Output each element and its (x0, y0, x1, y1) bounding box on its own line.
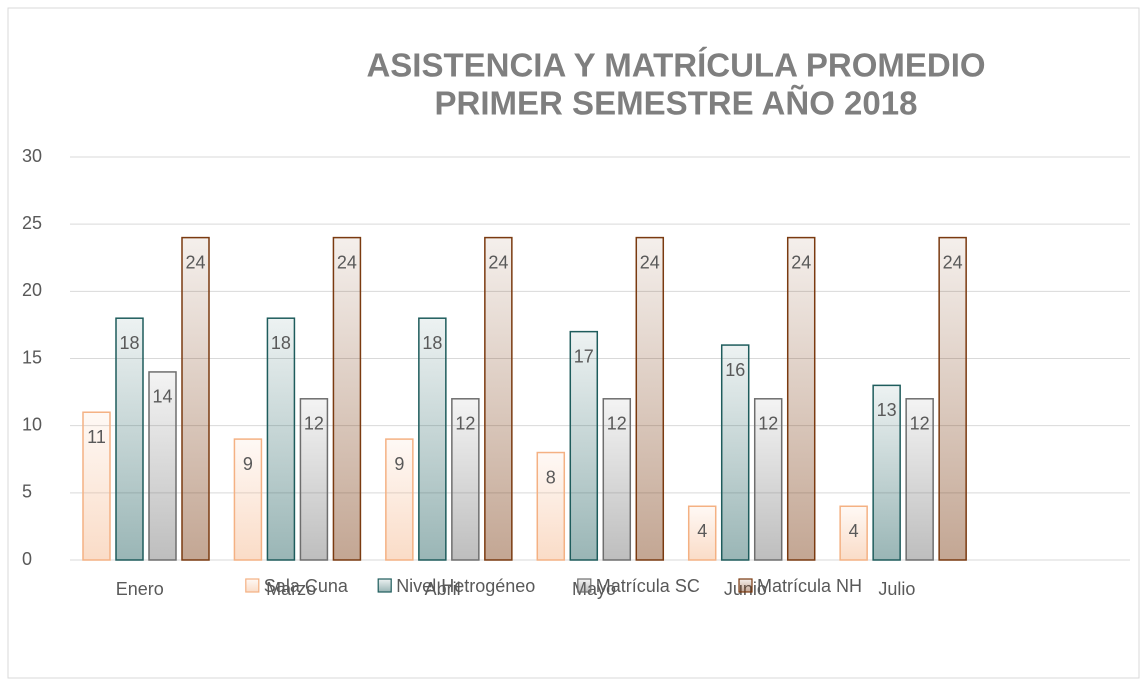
data-label: 24 (943, 252, 963, 272)
y-tick-label: 20 (22, 280, 42, 300)
data-label: 4 (697, 521, 707, 541)
y-tick-label: 15 (22, 347, 42, 367)
x-tick-label: Julio (878, 579, 915, 599)
chart-title: ASISTENCIA Y MATRÍCULA PROMEDIO (366, 47, 985, 84)
data-label: 24 (337, 252, 357, 272)
bar (233, 438, 263, 561)
data-label: 16 (725, 360, 745, 380)
legend-label: Sala Cuna (264, 576, 349, 596)
bar (148, 371, 177, 561)
legend-label: Matrícula NH (757, 576, 862, 596)
data-label: 9 (394, 454, 404, 474)
bar (484, 236, 513, 561)
x-tick-label: Marzo (266, 579, 316, 599)
bar (536, 451, 566, 561)
chart-title: PRIMER SEMESTRE AÑO 2018 (435, 85, 918, 122)
bar (332, 236, 362, 561)
legend-label: Matrícula SC (596, 576, 700, 596)
data-label: 4 (849, 521, 859, 541)
x-tick-label: Abril (425, 579, 461, 599)
bar (786, 236, 816, 561)
data-label: 24 (791, 252, 811, 272)
bar (181, 236, 210, 561)
bar (266, 317, 296, 561)
data-label: 14 (152, 387, 172, 407)
bar (635, 236, 665, 561)
bar (82, 411, 111, 561)
bar (115, 317, 144, 561)
data-label: 18 (271, 333, 291, 353)
data-label: 12 (607, 414, 627, 434)
data-label: 12 (910, 414, 930, 434)
y-tick-label: 30 (22, 146, 42, 166)
y-tick-label: 5 (22, 482, 32, 502)
data-label: 18 (422, 333, 442, 353)
bar (418, 317, 447, 561)
legend-swatch (577, 578, 592, 593)
data-label: 18 (119, 333, 139, 353)
bar (753, 398, 783, 561)
data-label: 11 (87, 427, 106, 447)
legend-swatch (377, 578, 392, 593)
bar (569, 330, 599, 561)
data-label: 9 (243, 454, 253, 474)
bar (839, 505, 868, 561)
data-label: 8 (546, 467, 556, 487)
data-label: 12 (304, 414, 324, 434)
y-tick-label: 25 (22, 213, 42, 233)
bar (299, 398, 329, 561)
data-label: 24 (640, 252, 660, 272)
data-label: 24 (488, 252, 508, 272)
bar (451, 398, 480, 561)
data-label: 12 (758, 414, 778, 434)
data-label: 24 (185, 252, 205, 272)
legend-swatch (738, 578, 753, 593)
y-tick-label: 0 (22, 549, 32, 569)
bar (385, 438, 414, 561)
legend-label: Nivel Hetrogéneo (396, 576, 535, 596)
bar (905, 398, 934, 561)
x-tick-label: Enero (116, 579, 164, 599)
bar (938, 236, 967, 561)
bar (720, 344, 750, 561)
legend-swatch (245, 578, 260, 593)
bar (687, 505, 717, 561)
bar (602, 398, 632, 561)
data-label: 13 (877, 400, 897, 420)
bar (872, 384, 901, 561)
y-tick-label: 10 (22, 414, 42, 434)
data-label: 12 (455, 414, 475, 434)
data-label: 17 (574, 346, 594, 366)
